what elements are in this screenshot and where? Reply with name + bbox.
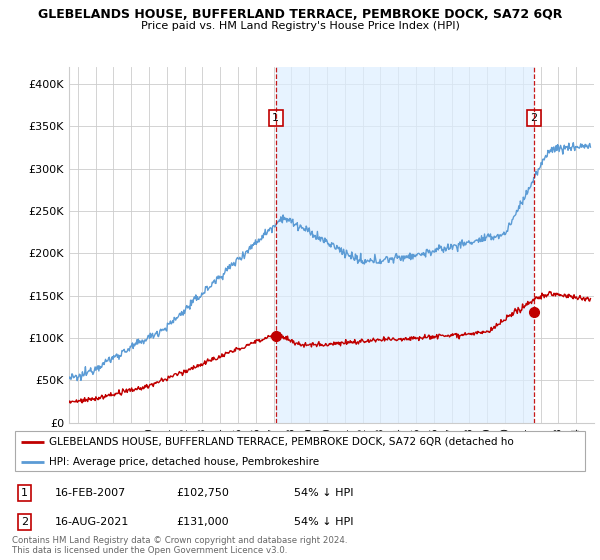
Text: 54% ↓ HPI: 54% ↓ HPI (294, 488, 354, 498)
Text: £131,000: £131,000 (176, 517, 229, 527)
Text: GLEBELANDS HOUSE, BUFFERLAND TERRACE, PEMBROKE DOCK, SA72 6QR (detached ho: GLEBELANDS HOUSE, BUFFERLAND TERRACE, PE… (49, 437, 514, 447)
Text: £102,750: £102,750 (176, 488, 229, 498)
Text: 1: 1 (272, 113, 279, 123)
FancyBboxPatch shape (15, 431, 585, 472)
Text: 16-FEB-2007: 16-FEB-2007 (55, 488, 127, 498)
Text: 2: 2 (530, 113, 538, 123)
Text: 16-AUG-2021: 16-AUG-2021 (55, 517, 130, 527)
Bar (276, 67, 534, 423)
Text: GLEBELANDS HOUSE, BUFFERLAND TERRACE, PEMBROKE DOCK, SA72 6QR: GLEBELANDS HOUSE, BUFFERLAND TERRACE, PE… (38, 8, 562, 21)
Text: HPI: Average price, detached house, Pembrokeshire: HPI: Average price, detached house, Pemb… (49, 458, 320, 467)
Text: Contains HM Land Registry data © Crown copyright and database right 2024.
This d: Contains HM Land Registry data © Crown c… (12, 536, 347, 556)
Text: 1: 1 (21, 488, 28, 498)
Text: Price paid vs. HM Land Registry's House Price Index (HPI): Price paid vs. HM Land Registry's House … (140, 21, 460, 31)
Text: 2: 2 (21, 517, 28, 527)
Text: 54% ↓ HPI: 54% ↓ HPI (294, 517, 354, 527)
